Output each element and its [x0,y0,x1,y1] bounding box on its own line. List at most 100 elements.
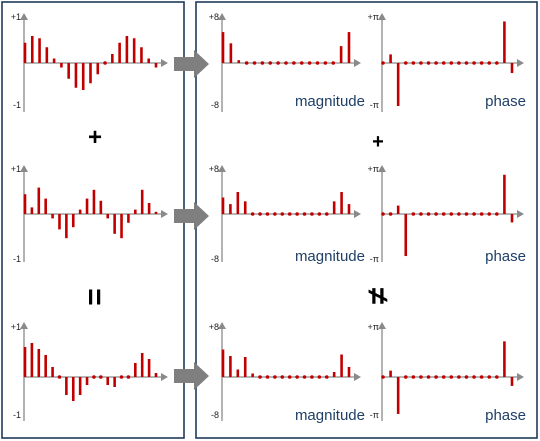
y-tick-top-label: +8 [209,12,219,22]
frequency-domain-panel [195,1,538,439]
stem-point [119,375,124,379]
stem-point [103,61,107,65]
y-tick-top-label: +π [368,322,379,332]
magnitude-plot-3: +8 -8 magnitude [209,322,365,424]
y-tick-top-label: +1 [11,164,21,174]
stem-point [126,375,131,379]
y-tick-bottom-label: -8 [211,410,219,420]
phase-plot-1: +π -π phase [368,12,526,112]
y-axis-arrow-icon [378,165,386,172]
stem-point [441,375,446,379]
stem-point [273,375,277,379]
stem-point [472,61,476,65]
stem-point [310,212,314,216]
stem-point [426,212,431,216]
stem-point [324,212,329,216]
stem-point [287,212,292,216]
stem-point [419,61,423,65]
stem-point [92,375,96,379]
y-axis-arrow-icon [20,322,28,329]
stem-point [381,375,385,379]
x-axis-arrow-icon [161,373,168,381]
x-axis-arrow-icon [354,373,361,381]
y-tick-top-label: +8 [209,322,219,332]
x-axis-arrow-icon [161,210,168,218]
stem-point [250,212,255,216]
magnitude-label: magnitude [295,93,365,110]
transform-arrow-row-2 [174,202,209,230]
y-tick-bottom-label: -1 [13,410,21,420]
x-axis-arrow-icon [517,373,524,381]
stem-point [457,61,461,65]
stem-point [276,61,280,65]
phase-plot-2: +π -π phase [368,164,526,265]
y-tick-top-label: +1 [11,12,21,22]
right-arrow-icon [174,50,209,78]
y-axis-arrow-icon [218,13,226,20]
stem-point [265,212,270,216]
stem-point [99,375,103,379]
stem-point [381,61,385,65]
stem-point [419,375,423,379]
stem-point [464,212,469,216]
stem-point [258,375,262,379]
phase-label: phase [485,248,526,265]
stem-point [381,212,385,216]
time-signal-plot-1: +1 -1 [11,12,168,112]
stem-point [388,212,393,216]
y-axis-arrow-icon [218,322,226,329]
stem-point [479,375,484,379]
x-axis-arrow-icon [354,210,361,218]
stem-point [273,212,277,216]
transform-arrow-row-1 [174,50,209,78]
x-axis-arrow-icon [517,210,524,218]
y-tick-top-label: +1 [11,322,21,332]
y-tick-bottom-label: -1 [13,100,21,110]
stem-point [457,212,461,216]
magnitude-label: magnitude [295,407,365,424]
stem-point [464,61,469,65]
stem-point [57,375,62,379]
stem-point [449,212,454,216]
y-tick-top-label: +π [368,12,379,22]
phase-label: phase [485,407,526,424]
y-axis-arrow-icon [218,165,226,172]
stem-point [287,375,292,379]
stem-point [434,61,438,65]
stem-point [280,212,285,216]
right-arrow-icon [174,202,209,230]
y-tick-bottom-label: -1 [13,254,21,264]
y-tick-bottom-label: -8 [211,100,219,110]
stem-point [324,375,329,379]
right-arrow-icon [174,362,209,390]
stem-point [307,61,312,65]
stem-point [252,61,257,65]
stem-point [472,212,476,216]
stem-point [244,61,249,65]
stem-point [284,61,288,65]
stem-point [315,61,320,65]
stem-plots: +1 -1 +1 -1 +1 -1 +8 -8 magnitude +π -π phase +8 -8 ma… [11,12,526,424]
y-tick-bottom-label: -π [370,100,379,110]
phase-label: phase [485,93,526,110]
y-tick-top-label: +8 [209,164,219,174]
stem-point [441,61,446,65]
x-axis-arrow-icon [354,59,361,67]
stem-point [310,375,314,379]
stem-point [295,375,299,379]
stem-point [487,61,492,65]
stem-point [411,61,416,65]
stem-point [441,212,446,216]
stem-point [434,212,438,216]
stem-point [292,61,296,65]
stem-point [426,61,431,65]
x-axis-arrow-icon [161,59,168,67]
stem-point [426,375,431,379]
stem-point [265,375,270,379]
stem-point [317,375,322,379]
right-not-equal-operator: ≠ [361,288,394,305]
stem-point [495,212,499,216]
stem-point [268,61,273,65]
stem-point [449,375,454,379]
y-axis-arrow-icon [378,322,386,329]
